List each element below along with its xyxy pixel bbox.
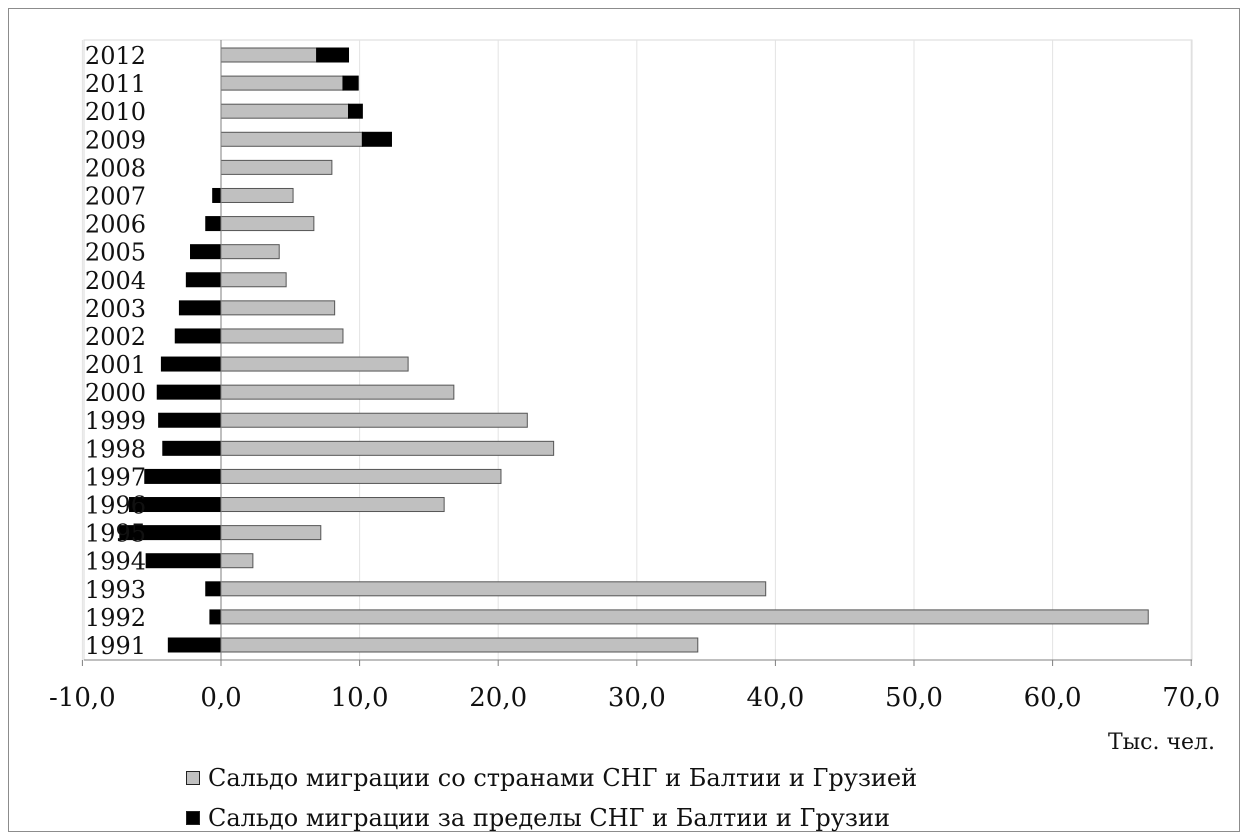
- legend: Сальдо миграции со странами СНГ и Балтии…: [186, 758, 917, 838]
- bar-cis: [220, 300, 336, 316]
- y-tick-label: 2000: [85, 379, 146, 407]
- y-tick-label: 2012: [85, 42, 146, 70]
- x-axis-tick-labels: -10,0 0,0 10,0 20,0 30,0 40,0 50,0 60,0 70,0: [49, 683, 1220, 713]
- bar-cis: [220, 328, 344, 344]
- y-tick-label: 1994: [85, 548, 146, 576]
- bar-cis: [220, 244, 280, 260]
- y-tick-label: 1992: [85, 604, 146, 632]
- y-tick-label: 2007: [85, 182, 146, 210]
- x-tick-label: 30,0: [608, 683, 666, 713]
- y-tick-label: 2006: [85, 211, 146, 239]
- y-tick-label: 1998: [85, 435, 146, 463]
- bar-noncis: [361, 131, 392, 147]
- bar-noncis: [174, 328, 222, 344]
- bar-cis: [220, 525, 322, 541]
- x-tick-label: 0,0: [200, 683, 241, 713]
- x-tick-label: 60,0: [1024, 683, 1082, 713]
- x-tick-label: -10,0: [49, 683, 116, 713]
- y-tick-label: 2005: [85, 239, 146, 267]
- bar-noncis: [178, 300, 222, 316]
- bar-cis: [220, 384, 455, 400]
- y-tick-label: 1993: [85, 576, 146, 604]
- x-axis-unit-label: Тыс. чел.: [1108, 730, 1216, 755]
- bar-noncis: [145, 553, 222, 569]
- bar-cis: [220, 216, 315, 232]
- bar-cis: [220, 581, 767, 597]
- bar-cis: [220, 356, 409, 372]
- bar-noncis: [190, 244, 222, 260]
- y-tick-label: 2010: [85, 98, 146, 126]
- bar-cis: [220, 103, 350, 119]
- bar-cis: [220, 47, 318, 63]
- y-tick-label: 2009: [85, 126, 146, 154]
- bar-noncis: [156, 384, 222, 400]
- bar-noncis: [209, 609, 222, 625]
- bar-noncis: [212, 187, 222, 203]
- legend-label-cis: Сальдо миграции со странами СНГ и Балтии…: [208, 764, 918, 792]
- x-tick-label: 20,0: [469, 683, 527, 713]
- bar-noncis: [144, 468, 222, 484]
- legend-swatch-cis: [186, 771, 200, 785]
- bar-cis: [220, 412, 528, 428]
- bar-noncis: [205, 216, 222, 232]
- bar-cis: [220, 440, 555, 456]
- axes: [81, 40, 1192, 666]
- x-tick-label: 70,0: [1162, 683, 1220, 713]
- y-tick-label: 2011: [85, 70, 146, 98]
- bar-cis: [220, 159, 333, 175]
- legend-label-noncis: Сальдо миграции за пределы СНГ и Балтии …: [208, 804, 890, 832]
- y-tick-label: 2001: [85, 351, 146, 379]
- legend-item-noncis: Сальдо миграции за пределы СНГ и Балтии …: [186, 798, 917, 838]
- bar-cis: [220, 609, 1149, 625]
- bar-cis: [220, 553, 254, 569]
- y-tick-label: 1995: [85, 520, 146, 548]
- bar-noncis: [348, 103, 363, 119]
- bars: [119, 47, 1149, 653]
- bar-noncis: [205, 581, 222, 597]
- y-tick-label: 2002: [85, 323, 146, 351]
- bar-noncis: [316, 47, 350, 63]
- bar-cis: [220, 75, 344, 91]
- x-tick-label: 50,0: [885, 683, 943, 713]
- bar-noncis: [160, 356, 222, 372]
- y-tick-label: 1996: [85, 492, 146, 520]
- y-tick-label: 1997: [85, 463, 146, 491]
- legend-swatch-noncis: [186, 811, 200, 825]
- bar-cis: [220, 131, 363, 147]
- bar-noncis: [342, 75, 359, 91]
- bar-noncis: [162, 440, 222, 456]
- y-tick-label: 2004: [85, 267, 146, 295]
- legend-item-cis: Сальдо миграции со странами СНГ и Балтии…: [186, 758, 917, 798]
- x-tick-label: 40,0: [746, 683, 804, 713]
- y-tick-label: 2008: [85, 154, 146, 182]
- bar-noncis: [167, 637, 222, 653]
- y-tick-label: 1999: [85, 407, 146, 435]
- y-tick-label: 1991: [85, 632, 146, 660]
- bar-cis: [220, 468, 502, 484]
- bar-cis: [220, 637, 699, 653]
- bar-cis: [220, 272, 287, 288]
- bar-noncis: [158, 412, 222, 428]
- x-tick-label: 10,0: [331, 683, 389, 713]
- bar-cis: [220, 497, 445, 513]
- bar-noncis: [185, 272, 222, 288]
- bar-cis: [220, 187, 294, 203]
- y-axis-tick-labels: 1991199219931994199519961997199819992000…: [85, 42, 146, 660]
- y-tick-label: 2003: [85, 295, 146, 323]
